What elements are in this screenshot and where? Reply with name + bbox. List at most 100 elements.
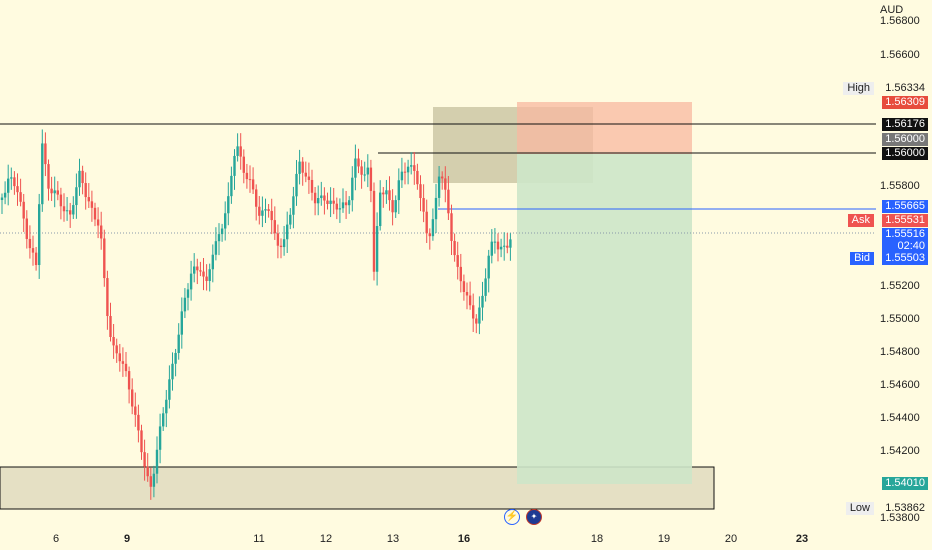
ask-label: Ask [847, 214, 874, 227]
candle-body [230, 175, 233, 197]
ask-price-tag: 1.55531 [882, 214, 928, 227]
candle-body [124, 363, 128, 372]
candle-body [31, 248, 35, 253]
candle-body [326, 200, 329, 204]
lightning-icon[interactable]: ⚡ [504, 509, 520, 525]
candle-body [227, 196, 230, 214]
candle-body [503, 245, 506, 247]
candle-body [472, 305, 475, 319]
last-price-value: 1.55516 [885, 228, 925, 240]
candle-body [143, 452, 146, 467]
zone-price-tag[interactable]: 1.56000 [882, 133, 928, 146]
candle-body [7, 178, 10, 193]
candle-body [279, 245, 283, 248]
stop-loss-zone[interactable] [517, 102, 692, 154]
candle-body [202, 271, 205, 277]
resistance-price-tag[interactable]: 1.56176 [882, 118, 928, 131]
stop-price-tag[interactable]: 1.56309 [882, 96, 928, 109]
candle-body [286, 224, 289, 240]
candle-body [75, 187, 78, 206]
candle-body [385, 190, 388, 195]
candle-body [335, 203, 338, 210]
candle-body [375, 226, 379, 272]
candle-body [400, 171, 404, 181]
candle-body [298, 161, 301, 174]
candle-body [90, 201, 94, 208]
countdown: 02:40 [897, 240, 925, 252]
candle-body [72, 205, 75, 215]
candle-body [3, 192, 7, 198]
candle-body [189, 273, 193, 290]
candle-body [220, 228, 224, 235]
candle-body [10, 177, 13, 179]
candle-body [87, 197, 90, 202]
candle-body [174, 352, 177, 364]
take-profit-zone[interactable] [517, 154, 692, 484]
candle-body [462, 281, 466, 292]
candle-body [245, 172, 249, 180]
date-tick: 6 [52, 533, 60, 545]
candles-group [0, 129, 512, 500]
candle-body [155, 449, 159, 474]
candle-body [121, 361, 125, 364]
candle-body [323, 195, 326, 201]
candle-body [100, 225, 103, 239]
candle-body [313, 192, 317, 204]
candle-body [282, 239, 286, 248]
candle-body [16, 186, 19, 193]
price-tick: 1.54800 [880, 346, 920, 358]
candle-body [450, 213, 453, 241]
price-tick: 1.55000 [880, 313, 920, 325]
target-price-tag[interactable]: 1.54010 [882, 477, 928, 490]
candle-body [103, 238, 106, 279]
candle-body [481, 295, 484, 308]
candle-body [304, 172, 307, 177]
candle-body [425, 211, 428, 234]
candle-body [28, 238, 32, 249]
candle-body [53, 190, 56, 194]
candle-body [444, 178, 447, 190]
price-tick: 1.55200 [880, 280, 920, 292]
candle-body [255, 189, 258, 207]
candle-body [211, 254, 214, 270]
candle-body [0, 197, 4, 200]
candle-body [301, 161, 304, 173]
candle-body [351, 177, 354, 201]
candle-body [410, 165, 413, 167]
date-tick: 19 [657, 533, 671, 545]
candle-body [273, 220, 276, 234]
candle-body [236, 146, 239, 156]
candle-body [379, 192, 382, 227]
candle-body [177, 334, 180, 353]
candle-body [180, 311, 183, 335]
price-tick: 1.54400 [880, 412, 920, 424]
candle-body [158, 426, 162, 450]
candle-body [214, 241, 218, 255]
price-tick: 1.55800 [880, 180, 920, 192]
candle-body [168, 379, 171, 400]
candle-body [131, 389, 134, 407]
candle-body [261, 210, 264, 216]
candle-body [149, 476, 152, 487]
candle-body [109, 316, 112, 337]
date-tick: 18 [590, 533, 604, 545]
candle-body [307, 176, 311, 180]
candle-body [78, 170, 81, 188]
candle-body [506, 245, 509, 248]
candle-body [267, 209, 270, 211]
candle-body [453, 240, 456, 256]
candle-body [62, 206, 66, 212]
australia-flag-icon[interactable]: ✦ [526, 509, 542, 525]
candle-body [196, 266, 199, 271]
candle-body [217, 234, 221, 242]
currency-label: AUD [880, 4, 904, 16]
candle-body [38, 204, 41, 266]
candle-body [34, 252, 38, 266]
date-tick: 12 [319, 533, 333, 545]
date-tick: 9 [123, 533, 131, 545]
candle-body [171, 363, 174, 380]
candle-body [65, 210, 69, 212]
entry-price-tag[interactable]: 1.56000 [882, 147, 928, 160]
blue-line-price-tag[interactable]: 1.55665 [882, 200, 928, 213]
